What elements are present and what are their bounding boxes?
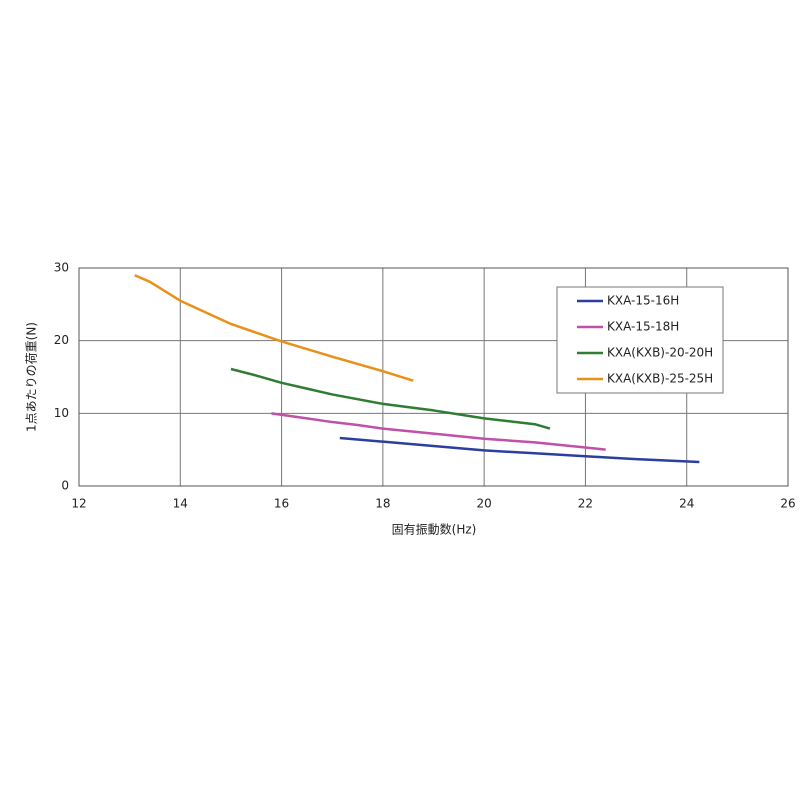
x-tick-label: 18	[375, 497, 390, 511]
x-axis-label: 固有振動数(Hz)	[392, 522, 477, 537]
y-axis-label: 1点あたりの荷重(N)	[25, 322, 39, 432]
legend-label: KXA(KXB)-25-25H	[607, 372, 713, 386]
series-line	[271, 412, 606, 451]
y-tick-label: 30	[54, 261, 69, 275]
x-tick-label: 16	[274, 497, 289, 511]
x-tick-label: 26	[780, 497, 795, 511]
x-tick-label: 14	[173, 497, 188, 511]
series-line	[339, 436, 700, 464]
x-tick-label: 20	[477, 497, 492, 511]
legend-label: KXA-15-16H	[607, 294, 679, 308]
legend: KXA-15-16H KXA-15-18H KXA(KXB)-20-20H KXA(K…	[556, 286, 724, 394]
series-line	[134, 274, 414, 382]
x-tick-label: 22	[578, 497, 593, 511]
x-tick-label: 12	[71, 497, 86, 511]
series-line	[230, 367, 551, 430]
y-tick-label: 10	[54, 406, 69, 420]
legend-label: KXA(KXB)-20-20H	[607, 346, 713, 360]
plot-frame	[78, 267, 789, 487]
legend-box	[556, 286, 724, 394]
legend-label: KXA-15-18H	[607, 320, 679, 334]
y-tick-label: 0	[61, 479, 69, 493]
x-tick-label: 24	[679, 497, 694, 511]
y-tick-label: 20	[54, 333, 69, 347]
